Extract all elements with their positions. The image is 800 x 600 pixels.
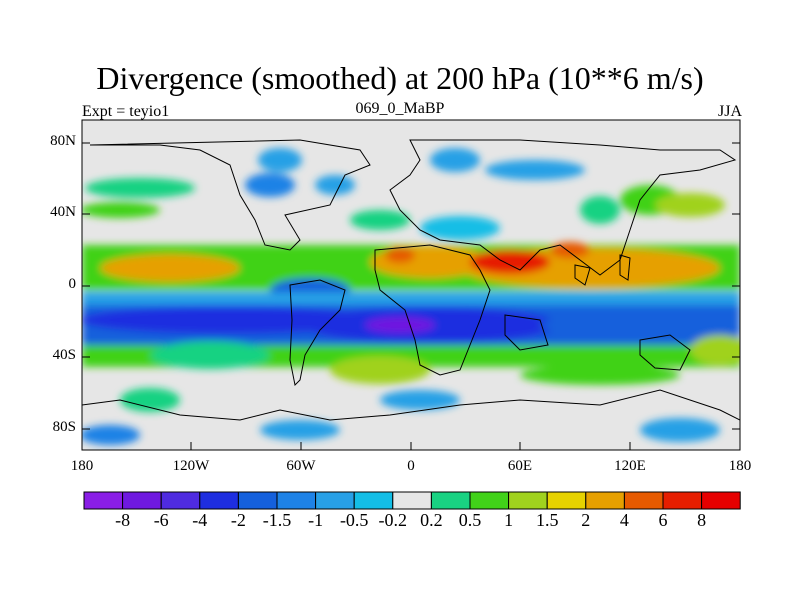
colorbar-tick-label: 1.5 (535, 510, 559, 530)
colorbar-swatch (199, 491, 239, 510)
colorbar-swatch (353, 491, 394, 510)
colorbar-tick-label: -0.2 (378, 510, 408, 530)
colorbar-swatch (508, 491, 548, 510)
colorbar-swatch (122, 491, 162, 510)
colorbar-swatch (160, 491, 201, 510)
colorbar (83, 491, 741, 510)
lat-label: 80S (52, 419, 76, 435)
colorbar-tick-label: -1 (308, 510, 324, 530)
colorbar-swatch (430, 491, 471, 510)
lon-label: 120E (614, 458, 646, 474)
experiment-label: Expt = teyio1 (82, 103, 170, 120)
colorbar-swatch (392, 491, 432, 510)
lon-label: 0 (407, 458, 415, 474)
axis-ticks (82, 142, 740, 450)
colorbar-tick-label: -4 (192, 510, 208, 530)
lon-label: 60E (507, 458, 533, 474)
divergence-field (82, 120, 740, 450)
colorbar-swatch (623, 491, 664, 510)
lon-label: 180 (70, 458, 94, 474)
lon-label: 180 (728, 458, 752, 474)
colorbar-swatch (469, 491, 510, 510)
colorbar-tick-label: -8 (115, 510, 131, 530)
lat-label: 80N (50, 133, 76, 149)
colorbar-tick-label: -0.5 (339, 510, 369, 530)
colorbar-swatch (276, 491, 317, 510)
colorbar-tick-label: 0.2 (420, 510, 443, 530)
colorbar-swatch (701, 491, 741, 510)
lat-label: 40S (52, 347, 76, 363)
colorbar-tick-label: 1 (504, 510, 514, 530)
colorbar-swatch (546, 491, 587, 510)
lon-label: 60W (286, 458, 316, 474)
colorbar-tick-label: 2 (581, 510, 591, 530)
colorbar-tick-label: -2 (230, 510, 246, 530)
colorbar-tick-label: 0.5 (458, 510, 482, 530)
lat-label: 0 (68, 276, 77, 292)
time-label: 069_0_MaBP (355, 100, 445, 117)
plot-title: Divergence (smoothed) at 200 hPa (10**6 … (96, 60, 704, 96)
coastlines (82, 139, 740, 421)
colorbar-tick-label: -1.5 (262, 510, 292, 530)
colorbar-tick-label: 6 (658, 510, 668, 530)
lat-label: 40N (50, 204, 76, 220)
season-label: JJA (717, 103, 742, 120)
lon-label: 120W (172, 458, 210, 474)
colorbar-swatch (315, 491, 355, 510)
colorbar-swatch (83, 491, 124, 510)
colorbar-tick-label: 8 (697, 510, 707, 530)
colorbar-swatch (662, 491, 703, 510)
colorbar-tick-label: 4 (619, 510, 629, 530)
colorbar-tick-label: -6 (153, 510, 169, 530)
colorbar-swatch (585, 491, 625, 510)
colorbar-swatch (237, 491, 278, 510)
